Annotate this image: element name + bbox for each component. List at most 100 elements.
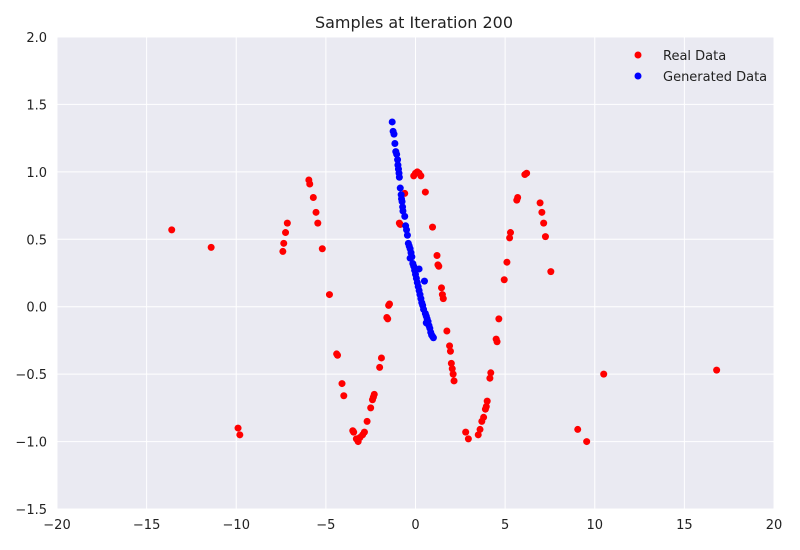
y-axis-ticks: −1.5 −1.0 −0.5 0.0 0.5 1.0 1.5 2.0	[15, 31, 47, 518]
y-tick-label: 0.0	[26, 301, 47, 316]
real-data-point	[417, 172, 425, 180]
real-data-point	[421, 188, 429, 196]
real-data-point	[507, 229, 515, 237]
real-data-point	[350, 428, 358, 436]
real-data-point	[583, 438, 591, 446]
real-data-point	[207, 243, 215, 251]
real-data-point	[437, 284, 445, 292]
y-tick-label: 1.5	[26, 98, 47, 113]
y-tick-label: 1.0	[26, 166, 47, 181]
data-points	[168, 118, 721, 446]
generated-data-point	[388, 118, 396, 126]
generated-data-point	[415, 265, 423, 273]
real-data-point	[279, 247, 287, 255]
real-data-point	[283, 219, 291, 227]
real-data-point	[367, 404, 375, 412]
real-data-point	[325, 291, 333, 299]
generated-data-point	[393, 150, 401, 158]
real-data-point	[541, 233, 549, 241]
legend-marker-generated-data	[634, 72, 642, 80]
real-data-point	[574, 425, 582, 433]
real-data-point	[483, 397, 491, 405]
legend-marker-real-data	[634, 51, 642, 59]
real-data-point	[396, 220, 404, 228]
real-data-point	[386, 300, 394, 308]
real-data-point	[462, 428, 470, 436]
real-data-point	[168, 226, 176, 234]
real-data-point	[306, 180, 314, 188]
real-data-point	[523, 169, 531, 177]
chart-title: Samples at Iteration 200	[315, 13, 513, 32]
real-data-point	[282, 229, 290, 237]
real-data-point	[370, 390, 378, 398]
y-tick-label: 2.0	[26, 31, 47, 46]
real-data-point	[439, 295, 447, 303]
generated-data-point	[401, 212, 409, 220]
real-data-point	[500, 276, 508, 284]
x-tick-label: 20	[766, 518, 783, 533]
real-data-point	[487, 369, 495, 377]
real-data-point	[280, 239, 288, 247]
real-data-point	[377, 354, 385, 362]
real-data-point	[340, 392, 348, 400]
real-data-point	[536, 199, 544, 207]
x-axis-ticks: −20 −15 −10 −5 0 5 10 15 20	[43, 518, 782, 533]
generated-data-point	[398, 198, 406, 206]
x-tick-label: −10	[223, 518, 250, 533]
real-data-point	[234, 424, 242, 432]
real-data-point	[334, 351, 342, 359]
generated-data-point	[429, 334, 437, 342]
real-data-point	[600, 370, 608, 378]
real-data-point	[540, 219, 548, 227]
real-data-point	[318, 245, 326, 253]
legend-label-generated-data: Generated Data	[663, 70, 767, 85]
generated-data-point	[394, 156, 402, 164]
real-data-point	[464, 435, 472, 443]
real-data-point	[493, 338, 501, 346]
real-data-point	[360, 428, 368, 436]
y-tick-label: −0.5	[15, 368, 47, 383]
real-data-point	[538, 208, 546, 216]
real-data-point	[376, 363, 384, 371]
real-data-point	[384, 315, 392, 323]
generated-data-point	[390, 130, 398, 138]
real-data-point	[495, 315, 503, 323]
generated-data-point	[406, 254, 414, 262]
generated-data-point	[420, 277, 428, 285]
generated-data-point	[391, 140, 399, 148]
y-tick-label: 0.5	[26, 233, 47, 248]
real-data-point	[446, 347, 454, 355]
real-data-point	[363, 417, 371, 425]
generated-data-point	[396, 184, 404, 192]
generated-data-point	[399, 207, 407, 215]
x-tick-label: 0	[411, 518, 419, 533]
real-data-point	[448, 365, 456, 373]
real-data-point	[314, 219, 322, 227]
x-tick-label: 15	[676, 518, 693, 533]
real-data-point	[482, 403, 490, 411]
real-data-point	[547, 268, 555, 276]
y-tick-label: −1.5	[15, 503, 47, 518]
generated-data-point	[403, 231, 411, 239]
x-tick-label: −20	[43, 518, 70, 533]
real-data-point	[450, 377, 458, 385]
real-data-point	[474, 431, 482, 439]
real-data-point	[514, 193, 522, 201]
real-data-point	[338, 380, 346, 388]
real-data-point	[446, 342, 454, 350]
real-data-point	[309, 193, 317, 201]
real-data-point	[503, 258, 511, 266]
x-tick-label: 10	[586, 518, 603, 533]
x-tick-label: 5	[501, 518, 509, 533]
real-data-point	[429, 223, 437, 231]
x-tick-label: −15	[133, 518, 160, 533]
x-tick-label: −5	[316, 518, 335, 533]
real-data-point	[447, 359, 455, 367]
real-data-point	[506, 234, 514, 242]
real-data-point	[480, 413, 488, 421]
real-data-point	[435, 262, 443, 270]
real-data-point	[449, 370, 457, 378]
generated-data-point	[403, 226, 411, 234]
real-data-point	[476, 425, 484, 433]
